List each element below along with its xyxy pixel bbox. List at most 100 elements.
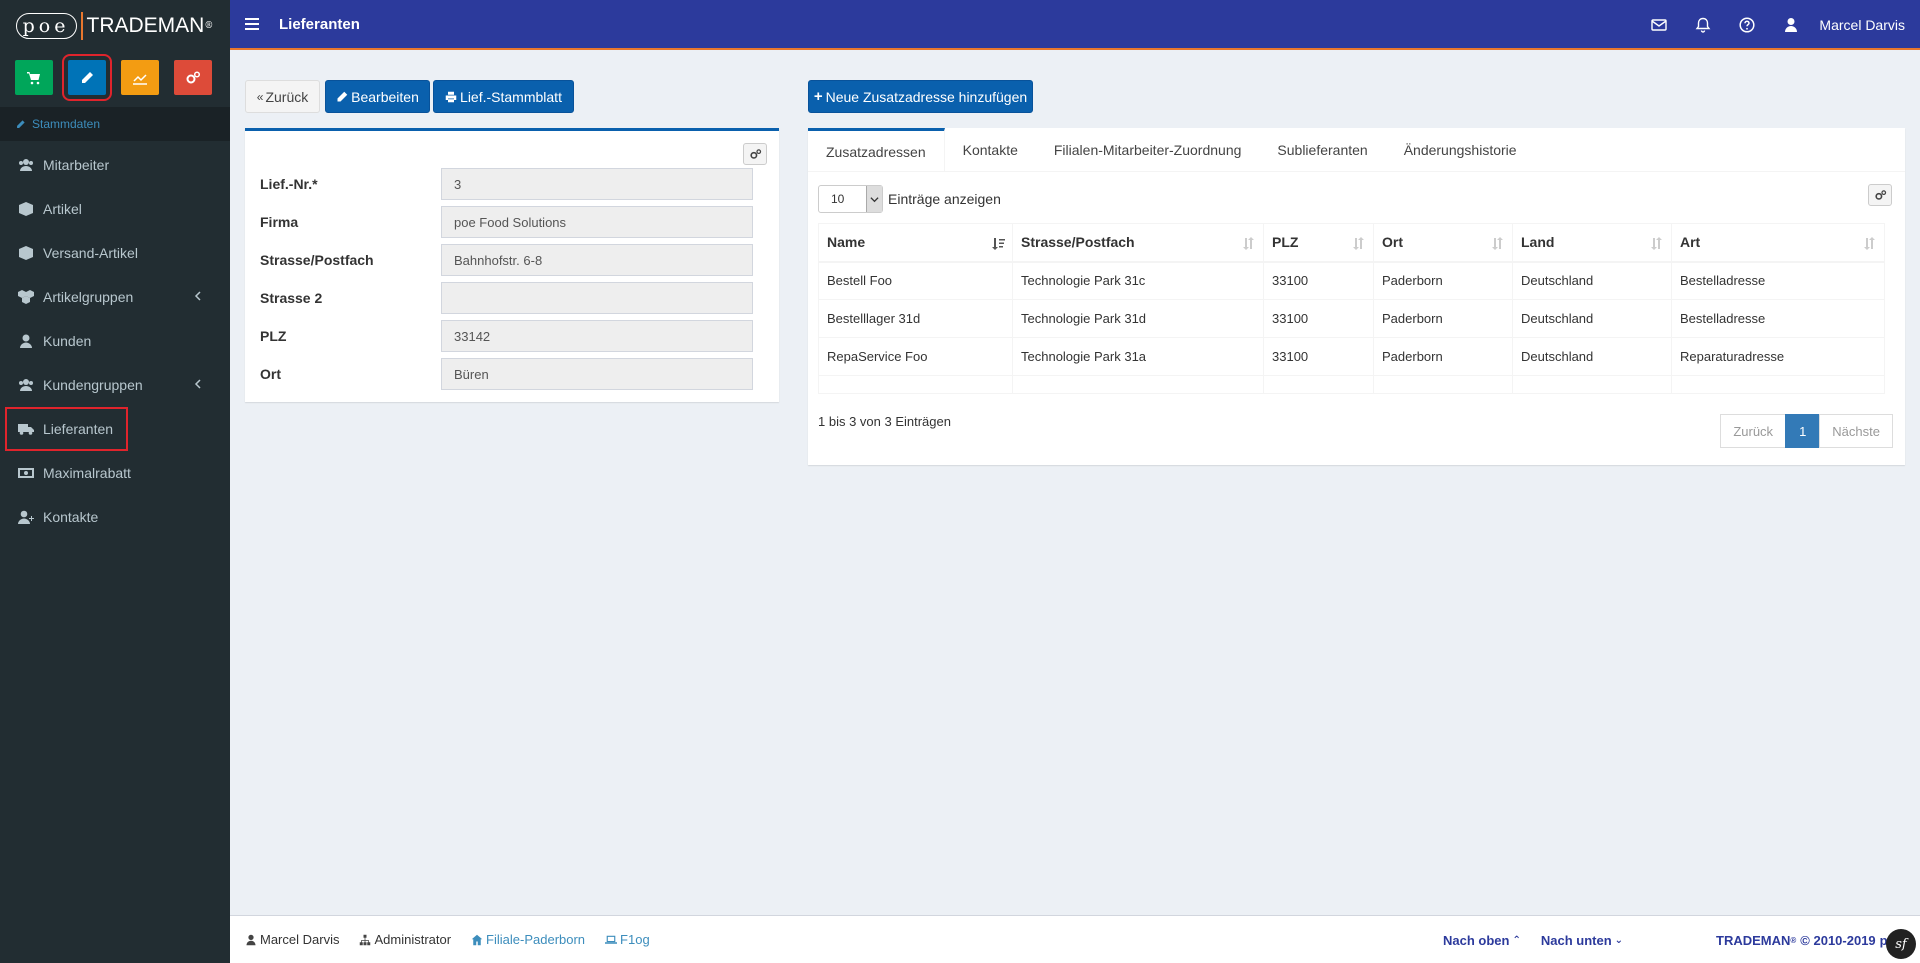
sidebar-item-kundengruppen[interactable]: Kundengruppen bbox=[0, 363, 230, 407]
tabs-box: Zusatzadressen Kontakte Filialen-Mitarbe… bbox=[808, 128, 1905, 465]
tab-filialen-mitarbeiter[interactable]: Filialen-Mitarbeiter-Zuordnung bbox=[1053, 142, 1242, 158]
pencil-icon bbox=[82, 71, 93, 83]
field-ort: Ort Büren bbox=[260, 358, 760, 390]
pagination-prev[interactable]: Zurück bbox=[1720, 414, 1787, 448]
table-cell: Bestelllager 31d bbox=[818, 299, 1013, 338]
table-cell: Technologie Park 31d bbox=[1012, 299, 1264, 338]
table-row[interactable]: Bestelllager 31d Technologie Park 31d 33… bbox=[818, 299, 1885, 338]
footer-nav: Nach oben ⌃ Nach unten ⌄ bbox=[1443, 916, 1643, 963]
logo-poe: poe bbox=[15, 13, 77, 39]
cogs-icon bbox=[1874, 189, 1886, 200]
notifications-button[interactable] bbox=[1681, 17, 1725, 33]
footer-log-link[interactable]: F1og bbox=[605, 932, 650, 947]
question-circle-icon bbox=[1739, 17, 1755, 33]
tab-zusatzadressen[interactable]: Zusatzadressen bbox=[808, 128, 945, 172]
sidebar-item-label: Kontakte bbox=[43, 509, 99, 525]
sidebar-item-kunden[interactable]: Kunden bbox=[0, 319, 230, 363]
table-cell: Bestell Foo bbox=[818, 261, 1013, 300]
table-cell: Deutschland bbox=[1512, 299, 1672, 338]
settings-button[interactable] bbox=[174, 60, 212, 95]
edit-button[interactable]: Bearbeiten bbox=[325, 80, 430, 113]
table-settings-button[interactable] bbox=[1868, 184, 1892, 206]
sidebar-item-maximalrabatt[interactable]: Maximalrabatt bbox=[0, 451, 230, 495]
user-menu-button[interactable] bbox=[1769, 17, 1813, 33]
cart-icon bbox=[27, 71, 40, 84]
sitemap-icon bbox=[360, 934, 371, 945]
sidebar-item-lieferanten[interactable]: Lieferanten bbox=[5, 407, 128, 451]
cubes-icon bbox=[18, 290, 34, 304]
money-icon bbox=[18, 468, 34, 478]
table-cell: Paderborn bbox=[1373, 337, 1513, 376]
page-length-value: 10 bbox=[831, 192, 845, 206]
sidebar-item-mitarbeiter[interactable]: Mitarbeiter bbox=[0, 143, 230, 187]
user-icon bbox=[20, 334, 32, 348]
tab-kontakte[interactable]: Kontakte bbox=[962, 142, 1018, 158]
logo-reg: ® bbox=[204, 21, 215, 31]
scroll-top-link[interactable]: Nach oben ⌃ bbox=[1443, 932, 1521, 948]
sort-icon bbox=[1243, 237, 1254, 250]
print-icon bbox=[445, 91, 457, 102]
field-label: Ort bbox=[260, 366, 281, 382]
supplier-sheet-button[interactable]: Lief.-Stammblatt bbox=[433, 80, 574, 113]
field-firma: Firma poe Food Solutions bbox=[260, 206, 760, 238]
pagination-page-1[interactable]: 1 bbox=[1785, 414, 1821, 448]
bell-icon bbox=[1696, 17, 1711, 33]
plus-icon: + bbox=[813, 88, 823, 105]
footer-role: Administrator bbox=[359, 932, 451, 947]
column-header-ort[interactable]: Ort bbox=[1373, 223, 1513, 263]
footer-user: Marcel Darvis bbox=[245, 932, 339, 947]
page-length-control: 10 Einträge anzeigen bbox=[818, 185, 1001, 213]
table-row[interactable]: RepaService Foo Technologie Park 31a 331… bbox=[818, 337, 1885, 376]
column-header-art[interactable]: Art bbox=[1671, 223, 1885, 263]
field-strasse: Strasse/Postfach Bahnhofstr. 6-8 bbox=[260, 244, 760, 276]
sidebar-item-artikel[interactable]: Artikel bbox=[0, 187, 230, 231]
page-title: Lieferanten bbox=[279, 15, 360, 33]
sort-icon bbox=[1492, 237, 1503, 250]
sidebar-item-versand-artikel[interactable]: Versand-Artikel bbox=[0, 231, 230, 275]
sidebar-item-label: Lieferanten bbox=[43, 421, 114, 437]
page-length-label: Einträge anzeigen bbox=[888, 191, 1001, 207]
column-header-plz[interactable]: PLZ bbox=[1263, 223, 1374, 263]
footer-copyright: TRADEMAN® © 2010-2019 po bbox=[1716, 932, 1896, 948]
help-button[interactable] bbox=[1725, 17, 1769, 33]
table-cell: Paderborn bbox=[1373, 261, 1513, 300]
footer-branch-link[interactable]: Filiale-Paderborn bbox=[471, 932, 585, 947]
add-address-button-label: Neue Zusatzadresse hinzufügen bbox=[825, 88, 1028, 105]
field-value: 3 bbox=[441, 168, 753, 200]
tab-sublieferanten[interactable]: Sublieferanten bbox=[1277, 142, 1368, 158]
logo-divider bbox=[80, 12, 83, 40]
table-cell: 33100 bbox=[1263, 337, 1374, 376]
box-settings-button[interactable] bbox=[743, 143, 767, 165]
table-row[interactable]: Bestell Foo Technologie Park 31c 33100 P… bbox=[818, 261, 1885, 300]
pagination-next[interactable]: Nächste bbox=[1819, 414, 1893, 448]
user-icon bbox=[1785, 18, 1798, 32]
menu-toggle-icon[interactable] bbox=[245, 15, 259, 33]
table-info: 1 bis 3 von 3 Einträgen bbox=[818, 414, 951, 429]
tab-bar: Zusatzadressen Kontakte Filialen-Mitarbe… bbox=[808, 128, 1905, 172]
messages-button[interactable] bbox=[1637, 17, 1681, 33]
logo[interactable]: poe TRADEMAN ® bbox=[0, 0, 230, 52]
master-data-button[interactable] bbox=[62, 54, 112, 101]
statistics-button[interactable] bbox=[121, 60, 159, 95]
sidebar-item-artikelgruppen[interactable]: Artikelgruppen bbox=[0, 275, 230, 319]
tab-aenderungshistorie[interactable]: Änderungshistorie bbox=[1403, 142, 1517, 158]
sidebar-item-kontakte[interactable]: Kontakte bbox=[0, 495, 230, 539]
field-label: Firma bbox=[260, 214, 299, 230]
addresses-table: Name Strasse/Postfach PLZ Ort Land Art B… bbox=[818, 223, 1885, 394]
table-filter-row bbox=[818, 375, 1885, 394]
sidebar-section-label: Stammdaten bbox=[32, 117, 101, 131]
page-length-select[interactable]: 10 bbox=[818, 185, 883, 213]
add-address-button[interactable]: + Neue Zusatzadresse hinzufügen bbox=[808, 80, 1033, 113]
scroll-bottom-link[interactable]: Nach unten ⌄ bbox=[1540, 932, 1624, 948]
column-header-strasse[interactable]: Strasse/Postfach bbox=[1012, 223, 1264, 263]
sort-asc-icon bbox=[992, 238, 1005, 250]
user-name[interactable]: Marcel Darvis bbox=[1819, 17, 1905, 33]
column-header-name[interactable]: Name bbox=[818, 223, 1013, 263]
back-button[interactable]: « Zurück bbox=[245, 80, 320, 113]
symfony-toolbar-icon[interactable]: sf bbox=[1886, 929, 1916, 959]
column-header-land[interactable]: Land bbox=[1512, 223, 1672, 263]
sidebar-item-label: Versand-Artikel bbox=[43, 245, 138, 261]
table-cell: Deutschland bbox=[1512, 337, 1672, 376]
shop-button[interactable] bbox=[15, 60, 53, 95]
chevron-left-icon bbox=[194, 379, 201, 389]
